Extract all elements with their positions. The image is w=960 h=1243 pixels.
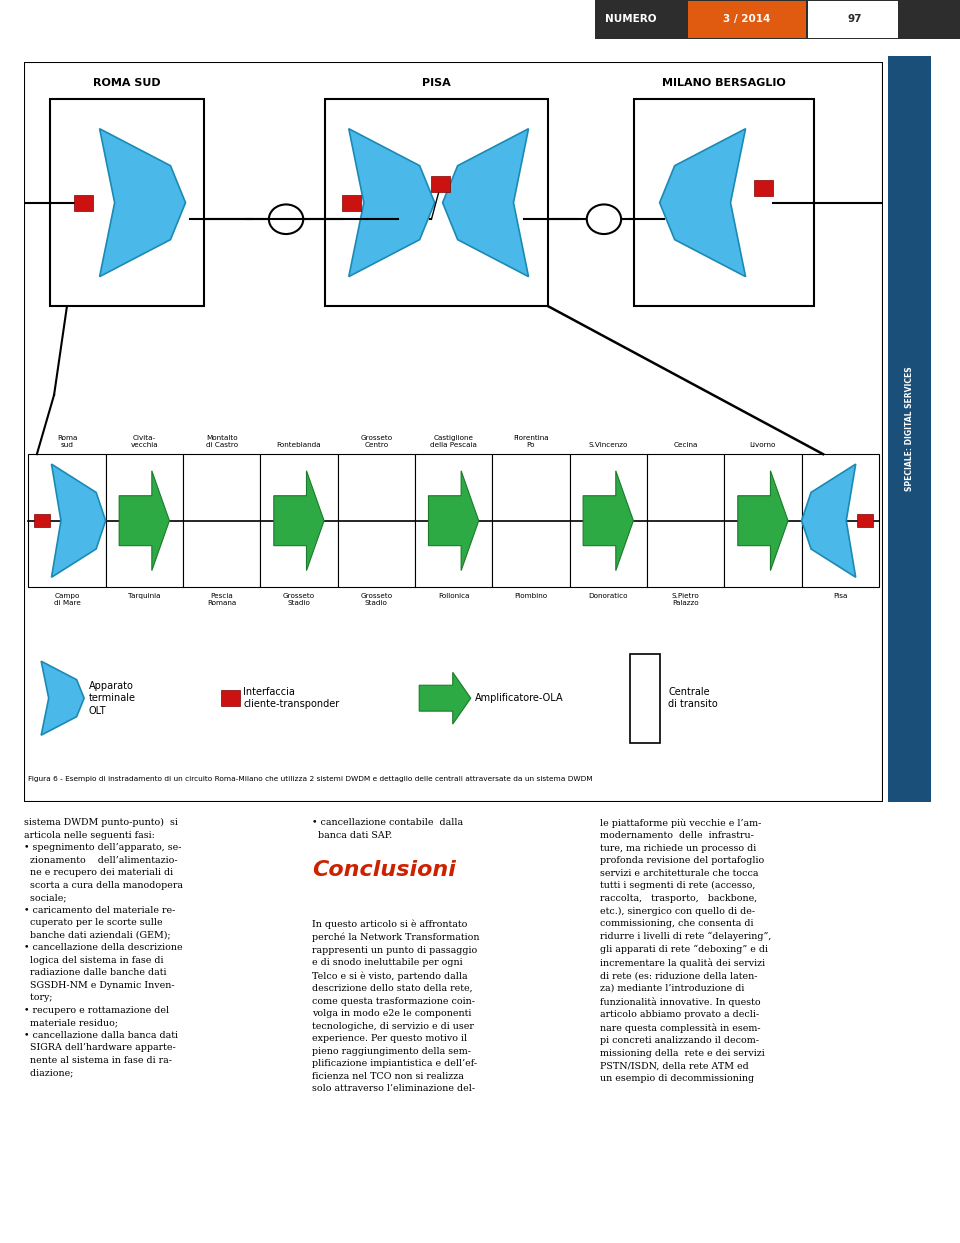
Bar	[647, 454, 724, 587]
Bar	[755, 180, 774, 196]
Bar	[221, 690, 240, 706]
Text: Conclusioni: Conclusioni	[312, 860, 456, 880]
Text: Piombino: Piombino	[515, 593, 547, 599]
Bar	[802, 454, 879, 587]
Bar	[338, 454, 415, 587]
Text: Tarquinia: Tarquinia	[128, 593, 160, 599]
Polygon shape	[443, 129, 529, 277]
Text: Figura 6 - Esempio di instradamento di un circuito Roma-Milano che utilizza 2 si: Figura 6 - Esempio di instradamento di u…	[28, 776, 593, 782]
Text: Pisa: Pisa	[833, 593, 848, 599]
Bar	[724, 454, 802, 587]
Circle shape	[269, 204, 303, 234]
Text: Donoratico: Donoratico	[588, 593, 628, 599]
Text: sistema DWDM punto-punto)  si
articola nelle seguenti fasi:
• spegnimento dell’a: sistema DWDM punto-punto) si articola ne…	[24, 818, 183, 1078]
Text: In questo articolo si è affrontato
perché la Network Transformation
rappresenti : In questo articolo si è affrontato perch…	[312, 920, 479, 1093]
Bar	[492, 454, 569, 587]
Polygon shape	[119, 471, 169, 571]
Bar	[183, 454, 260, 587]
Text: Follonica: Follonica	[438, 593, 469, 599]
Bar	[260, 454, 338, 587]
Bar	[35, 515, 50, 527]
Text: Campo
di Mare: Campo di Mare	[54, 593, 81, 607]
Text: • cancellazione contabile  dalla
  banca dati SAP.: • cancellazione contabile dalla banca da…	[312, 818, 463, 839]
Text: Fiorentina
Po: Fiorentina Po	[513, 435, 549, 449]
Text: Grosseto
Stadio: Grosseto Stadio	[360, 593, 393, 607]
Text: 97: 97	[848, 14, 862, 25]
Polygon shape	[348, 129, 435, 277]
Polygon shape	[738, 471, 788, 571]
Polygon shape	[660, 129, 746, 277]
Text: Grosseto
Stadio: Grosseto Stadio	[283, 593, 315, 607]
Circle shape	[587, 204, 621, 234]
Text: S.Pietro
Palazzo: S.Pietro Palazzo	[672, 593, 700, 607]
Polygon shape	[52, 464, 106, 577]
Text: NUMERO: NUMERO	[605, 14, 657, 25]
Bar	[28, 454, 106, 587]
Text: Roma
sud: Roma sud	[57, 435, 77, 449]
Text: 3 / 2014: 3 / 2014	[723, 14, 771, 25]
Bar	[342, 195, 361, 211]
Text: Pescia
Romana: Pescia Romana	[207, 593, 236, 607]
Polygon shape	[583, 471, 634, 571]
Text: MILANO BERSAGLIO: MILANO BERSAGLIO	[662, 78, 786, 88]
Bar	[50, 99, 204, 306]
Polygon shape	[41, 661, 84, 735]
Bar	[630, 654, 660, 742]
Text: le piattaforme più vecchie e l’am-
modernamento  delle  infrastru-
ture, ma rich: le piattaforme più vecchie e l’am- moder…	[600, 818, 772, 1083]
Text: Montalto
di Castro: Montalto di Castro	[205, 435, 238, 449]
Text: Amplificatore-OLA: Amplificatore-OLA	[475, 694, 564, 704]
Bar	[324, 99, 548, 306]
Bar	[595, 0, 960, 39]
Text: Fonteblanda: Fonteblanda	[276, 443, 322, 449]
Polygon shape	[420, 672, 470, 725]
Bar	[634, 99, 814, 306]
Bar	[431, 177, 450, 193]
Text: Cecina: Cecina	[673, 443, 698, 449]
Bar	[688, 1, 806, 37]
Text: Grosseto
Centro: Grosseto Centro	[360, 435, 393, 449]
Polygon shape	[802, 464, 855, 577]
Text: Interfaccia
cliente-transponder: Interfaccia cliente-transponder	[243, 687, 339, 710]
Bar	[415, 454, 492, 587]
Bar	[857, 515, 873, 527]
Text: PISA: PISA	[422, 78, 451, 88]
Bar	[74, 195, 93, 211]
Polygon shape	[100, 129, 185, 277]
Text: S.Vincenzo: S.Vincenzo	[588, 443, 628, 449]
Bar	[808, 1, 898, 37]
Text: Civita-
vecchia: Civita- vecchia	[131, 435, 158, 449]
Text: Castiglione
della Pescaia: Castiglione della Pescaia	[430, 435, 477, 449]
Text: ROMA SUD: ROMA SUD	[93, 78, 161, 88]
Text: Centrale
di transito: Centrale di transito	[668, 687, 718, 710]
Polygon shape	[428, 471, 479, 571]
Text: SPECIALE: DIGITAL SERVICES: SPECIALE: DIGITAL SERVICES	[905, 367, 914, 491]
Text: Apparato
terminale
OLT: Apparato terminale OLT	[88, 681, 135, 716]
Bar	[569, 454, 647, 587]
Polygon shape	[274, 471, 324, 571]
Bar	[106, 454, 183, 587]
Text: Livorno: Livorno	[750, 443, 776, 449]
